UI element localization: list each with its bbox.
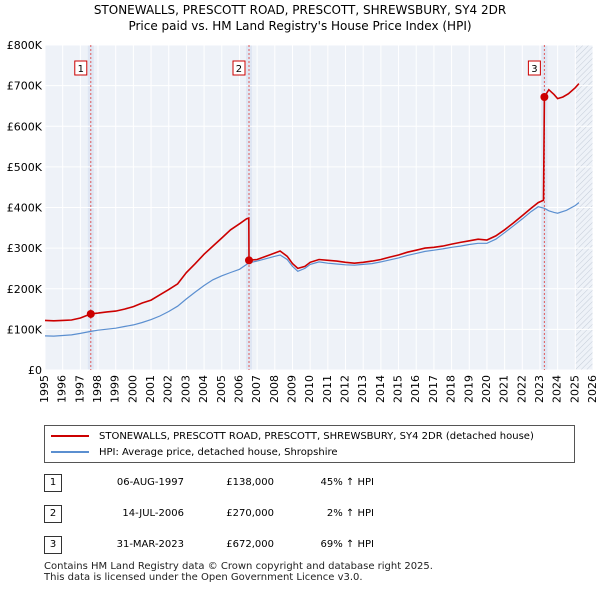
x-tick-label: 2008 <box>268 375 281 403</box>
x-tick-label: 2012 <box>339 375 352 403</box>
y-tick-label: £800K <box>7 39 43 52</box>
chart-legend: STONEWALLS, PRESCOTT ROAD, PRESCOTT, SHR… <box>44 425 575 463</box>
transaction-hpi: 45% ↑ HPI <box>320 477 374 488</box>
x-tick-label: 2020 <box>480 375 493 403</box>
x-tick-label: 2023 <box>533 375 546 403</box>
footer: Contains HM Land Registry data © Crown c… <box>44 561 433 583</box>
price-chart: 1 2 3 £0 £100K £200K £300K £400K £500K £600K £700K… <box>7 39 599 403</box>
y-tick-label: £300K <box>7 242 43 255</box>
transaction-number: 2 <box>44 505 62 523</box>
x-tick-label: 2006 <box>232 375 245 403</box>
x-tick-label: 2005 <box>215 375 228 403</box>
sale-label-box <box>527 60 541 76</box>
x-tick-label: 1999 <box>109 375 122 403</box>
x-tick-label: 1997 <box>73 375 86 403</box>
sale-label-number: 3 <box>531 64 537 75</box>
transaction-price: £138,000 <box>226 477 274 488</box>
x-tick-label: 2021 <box>498 375 511 403</box>
chart-subtitle: Price paid vs. HM Land Registry's House … <box>128 19 472 33</box>
transaction-number: 3 <box>44 536 62 554</box>
transaction-price: £672,000 <box>226 539 274 550</box>
transaction-row: 2 14-JUL-2006 £270,000 2% ↑ HPI <box>44 505 584 525</box>
legend-label-hpi: HPI: Average price, detached house, Shro… <box>99 446 338 458</box>
transaction-hpi: 69% ↑ HPI <box>320 539 374 550</box>
x-tick-label: 2007 <box>250 375 263 403</box>
legend-label-property: STONEWALLS, PRESCOTT ROAD, PRESCOTT, SHR… <box>99 430 534 442</box>
y-tick-label: £100K <box>7 323 43 336</box>
y-tick-label: £0 <box>28 364 42 377</box>
transaction-row: 1 06-AUG-1997 £138,000 45% ↑ HPI <box>44 474 584 494</box>
x-tick-label: 2024 <box>551 375 564 403</box>
sale-label-number: 2 <box>236 64 242 75</box>
legend-line-property <box>51 435 89 437</box>
x-tick-label: 2003 <box>179 375 192 403</box>
sale-label-box <box>74 60 88 76</box>
x-tick-label: 2017 <box>427 375 440 403</box>
copyright-text: Contains HM Land Registry data © Crown c… <box>44 561 433 572</box>
property-price-line <box>44 83 580 322</box>
legend-item-hpi: HPI: Average price, detached house, Shro… <box>51 445 338 459</box>
x-tick-label: 2026 <box>586 375 599 403</box>
legend-line-hpi <box>51 451 89 453</box>
x-tick-label: 2025 <box>568 375 581 403</box>
x-tick-label: 2000 <box>126 375 139 403</box>
transaction-price: £270,000 <box>226 508 274 519</box>
x-tick-label: 2018 <box>445 375 458 403</box>
transaction-row: 3 31-MAR-2023 £672,000 69% ↑ HPI <box>44 536 584 556</box>
transaction-date: 31-MAR-2023 <box>116 539 184 550</box>
y-tick-label: £700K <box>7 80 43 93</box>
x-tick-label: 1998 <box>91 375 104 403</box>
x-tick-label: 1996 <box>56 375 69 403</box>
transaction-date: 06-AUG-1997 <box>116 477 184 488</box>
x-tick-label: 2001 <box>144 375 157 403</box>
y-tick-label: £400K <box>7 202 43 215</box>
x-tick-label: 2022 <box>515 375 528 403</box>
y-tick-label: £200K <box>7 283 43 296</box>
licence-text: This data is licensed under the Open Gov… <box>44 572 363 583</box>
x-tick-label: 2002 <box>162 375 175 403</box>
transaction-hpi: 2% ↑ HPI <box>326 508 374 519</box>
y-tick-label: £600K <box>7 120 43 133</box>
x-tick-label: 2004 <box>197 375 210 403</box>
x-tick-label: 2014 <box>374 375 387 403</box>
x-tick-label: 2010 <box>303 375 316 403</box>
x-tick-label: 2009 <box>285 375 298 403</box>
sale-point <box>86 309 95 318</box>
sale-label-number: 1 <box>78 64 84 75</box>
sale-point <box>540 93 549 101</box>
y-tick-label: £500K <box>7 161 43 174</box>
sale-label-box <box>232 60 246 76</box>
x-tick-label: 2011 <box>321 375 334 403</box>
x-tick-label: 2019 <box>462 375 475 403</box>
hpi-line <box>44 202 580 337</box>
sale-point <box>244 256 253 265</box>
x-tick-label: 2015 <box>392 375 405 403</box>
transaction-number: 1 <box>44 474 62 492</box>
x-tick-label: 2016 <box>409 375 422 403</box>
x-tick-label: 1995 <box>38 375 51 403</box>
chart-title: STONEWALLS, PRESCOTT ROAD, PRESCOTT, SHR… <box>93 3 507 17</box>
transaction-date: 14-JUL-2006 <box>122 508 184 519</box>
legend-item-property: STONEWALLS, PRESCOTT ROAD, PRESCOTT, SHR… <box>51 429 534 443</box>
x-tick-label: 2013 <box>356 375 369 403</box>
